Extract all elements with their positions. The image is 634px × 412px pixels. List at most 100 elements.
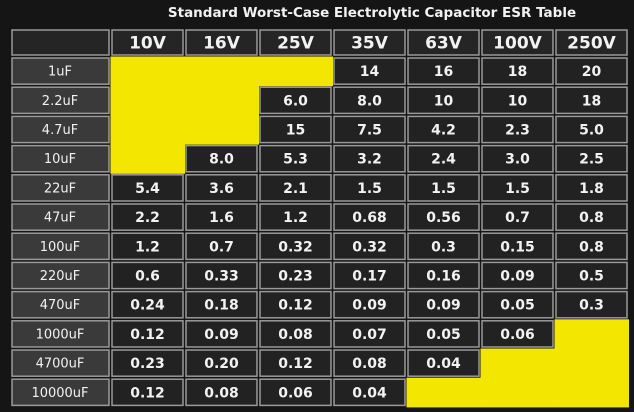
value-text: 10 (508, 93, 528, 109)
value-text: 0.32 (278, 239, 313, 255)
value-text: 8.0 (209, 152, 234, 168)
value-cell (333, 261, 406, 290)
value-text: 0.06 (500, 327, 535, 343)
value-text: 0.12 (130, 327, 165, 343)
value-text: 0.33 (204, 269, 239, 285)
value-text: 0.20 (204, 356, 239, 372)
value-cell (111, 320, 184, 348)
value-text: 0.12 (278, 356, 313, 372)
value-cell (259, 174, 332, 202)
empty-cell (184, 56, 259, 87)
value-text: 1.5 (431, 181, 456, 197)
value-text: 0.8 (579, 239, 604, 255)
value-text: 0.08 (352, 356, 387, 372)
header-cell (333, 29, 406, 56)
empty-cell (184, 114, 259, 145)
header-cell (407, 29, 480, 56)
value-cell (555, 290, 628, 319)
value-cell (185, 174, 258, 202)
row-label: 10uF (44, 152, 76, 167)
row-label-cell (11, 261, 110, 290)
value-text: 0.05 (426, 327, 461, 343)
header-cell (259, 29, 332, 56)
value-cell (111, 261, 184, 290)
value-text: 0.6 (135, 269, 160, 285)
value-cell (185, 320, 258, 348)
value-text: 0.23 (130, 356, 165, 372)
row-label-cell (11, 320, 110, 348)
value-cell (185, 144, 258, 173)
header-text: 35V (351, 34, 389, 54)
value-text: 0.24 (130, 298, 165, 314)
value-cell (333, 203, 406, 231)
value-cell (259, 320, 332, 348)
row-label-cell (11, 378, 110, 407)
value-cell (259, 290, 332, 319)
empty-cell (110, 56, 185, 87)
value-cell (259, 378, 332, 407)
value-text: 1.2 (283, 210, 308, 226)
value-text: 0.09 (352, 298, 387, 314)
value-text: 16 (434, 64, 453, 80)
value-text: 10 (434, 93, 454, 109)
value-text: 1.6 (209, 210, 234, 226)
value-text: 5.4 (135, 181, 160, 197)
row-label-cell (11, 232, 110, 261)
value-cell (481, 115, 554, 144)
value-text: 0.32 (352, 239, 387, 255)
empty-cell (406, 377, 481, 408)
value-cell (111, 203, 184, 231)
value-cell (185, 349, 258, 377)
row-label: 4.7uF (42, 123, 78, 138)
row-label: 1uF (48, 65, 72, 80)
value-cell (555, 203, 628, 231)
value-text: 2.3 (505, 123, 530, 139)
row-label: 4700uF (36, 357, 85, 372)
value-text: 0.06 (278, 385, 313, 401)
value-cell (185, 203, 258, 231)
value-text: 7.5 (357, 123, 382, 139)
header-cell (185, 29, 258, 56)
value-cell (259, 144, 332, 173)
value-cell (481, 320, 554, 348)
value-cell (333, 144, 406, 173)
value-cell (555, 232, 628, 261)
value-cell (333, 378, 406, 407)
value-text: 5.3 (283, 152, 308, 168)
value-cell (111, 174, 184, 202)
value-text: 0.56 (426, 210, 461, 226)
value-cell (481, 57, 554, 85)
value-text: 2.4 (431, 152, 456, 168)
row-label: 100uF (40, 240, 81, 255)
value-cell (555, 86, 628, 115)
value-cell (555, 144, 628, 173)
value-cell (481, 261, 554, 290)
value-cell (333, 174, 406, 202)
value-text: 0.18 (204, 298, 239, 314)
value-cell (555, 261, 628, 290)
value-text: 0.12 (130, 385, 165, 401)
row-label-cell (11, 115, 110, 144)
value-text: 0.23 (278, 269, 313, 285)
row-label-cell (11, 57, 110, 85)
value-cell (481, 290, 554, 319)
value-text: 18 (582, 93, 601, 109)
row-label-cell (11, 86, 110, 115)
value-text: 0.09 (426, 298, 461, 314)
header-cell (555, 29, 628, 56)
empty-cell (110, 85, 185, 116)
value-cell (333, 115, 406, 144)
value-text: 20 (582, 64, 602, 80)
value-cell (407, 349, 480, 377)
table-title: Standard Worst-Case Electrolytic Capacit… (168, 5, 576, 21)
value-text: 6.0 (283, 93, 308, 109)
row-label: 1000uF (36, 327, 85, 342)
empty-cell (110, 114, 185, 145)
value-cell (259, 203, 332, 231)
value-text: 0.12 (278, 298, 313, 314)
value-cell (481, 144, 554, 173)
value-cell (259, 261, 332, 290)
empty-cell (554, 319, 629, 349)
value-cell (481, 203, 554, 231)
row-label-cell (11, 290, 110, 319)
